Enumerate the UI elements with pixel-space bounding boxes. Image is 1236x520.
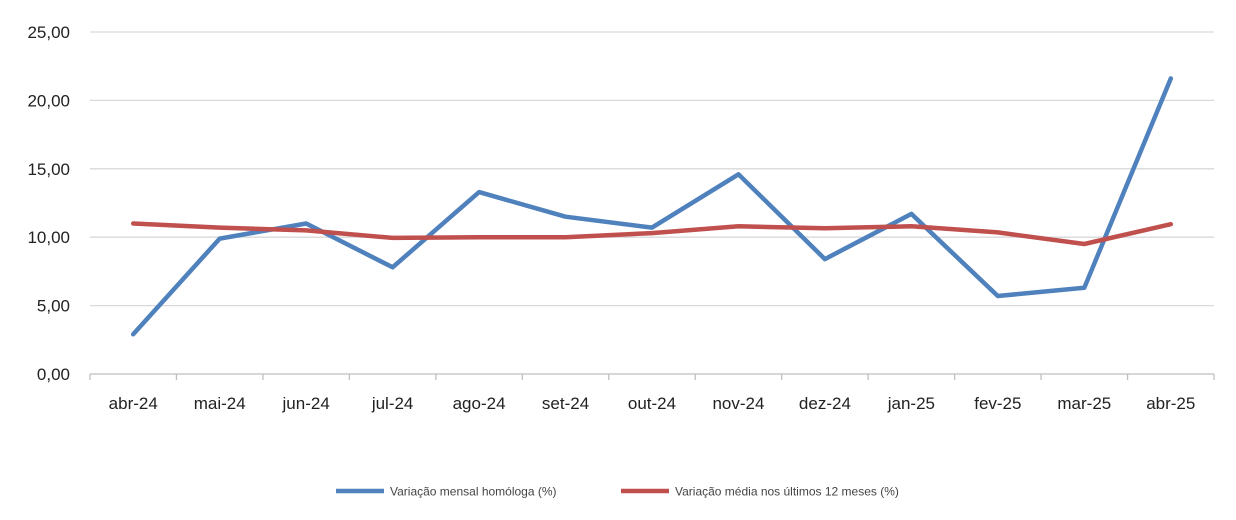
x-tick-label: jul-24: [371, 394, 414, 413]
x-tick-label: mai-24: [194, 394, 246, 413]
x-axis: abr-24 mai-24 jun-24 jul-24 ago-24 set-24 out-…: [89, 373, 1215, 413]
y-tick-label: 20,00: [27, 91, 70, 110]
x-tick-label: ago-24: [453, 394, 506, 413]
series-line-1: [130, 76, 1174, 337]
legend-label: Variação mensal homóloga (%): [390, 485, 557, 499]
y-tick-label: 5,00: [37, 297, 70, 316]
y-tick-label: 10,00: [27, 228, 70, 247]
gridlines: [90, 31, 1214, 307]
y-tick-label: 0,00: [37, 365, 70, 384]
x-tick-label: nov-24: [712, 394, 764, 413]
x-tick-label: abr-24: [109, 394, 158, 413]
x-tick-label: jan-25: [887, 394, 935, 413]
x-tick-label: fev-25: [974, 394, 1021, 413]
y-tick-label: 15,00: [27, 160, 70, 179]
x-tick-label: jun-24: [282, 394, 330, 413]
x-tick-label: out-24: [628, 394, 676, 413]
x-tick-label: dez-24: [799, 394, 851, 413]
x-tick-label: set-24: [542, 394, 589, 413]
x-tick-label: mar-25: [1057, 394, 1111, 413]
x-tick-label: abr-25: [1146, 394, 1195, 413]
y-axis-ticks: 0,00 5,00 10,00 15,00 20,00 25,00: [27, 23, 70, 384]
legend: Variação mensal homóloga (%) Variação méd…: [336, 485, 899, 499]
series-lines: [130, 76, 1174, 337]
y-tick-label: 25,00: [27, 23, 70, 42]
legend-label: Variação média nos últimos 12 meses (%): [675, 485, 899, 499]
